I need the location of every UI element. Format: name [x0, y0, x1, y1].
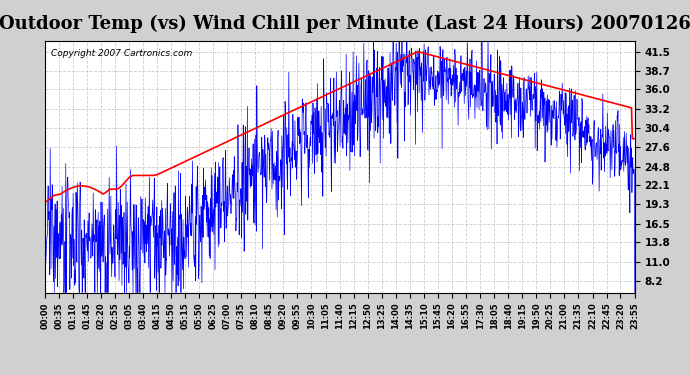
Text: Outdoor Temp (vs) Wind Chill per Minute (Last 24 Hours) 20070126: Outdoor Temp (vs) Wind Chill per Minute …: [0, 15, 690, 33]
Text: Copyright 2007 Cartronics.com: Copyright 2007 Cartronics.com: [51, 49, 192, 58]
